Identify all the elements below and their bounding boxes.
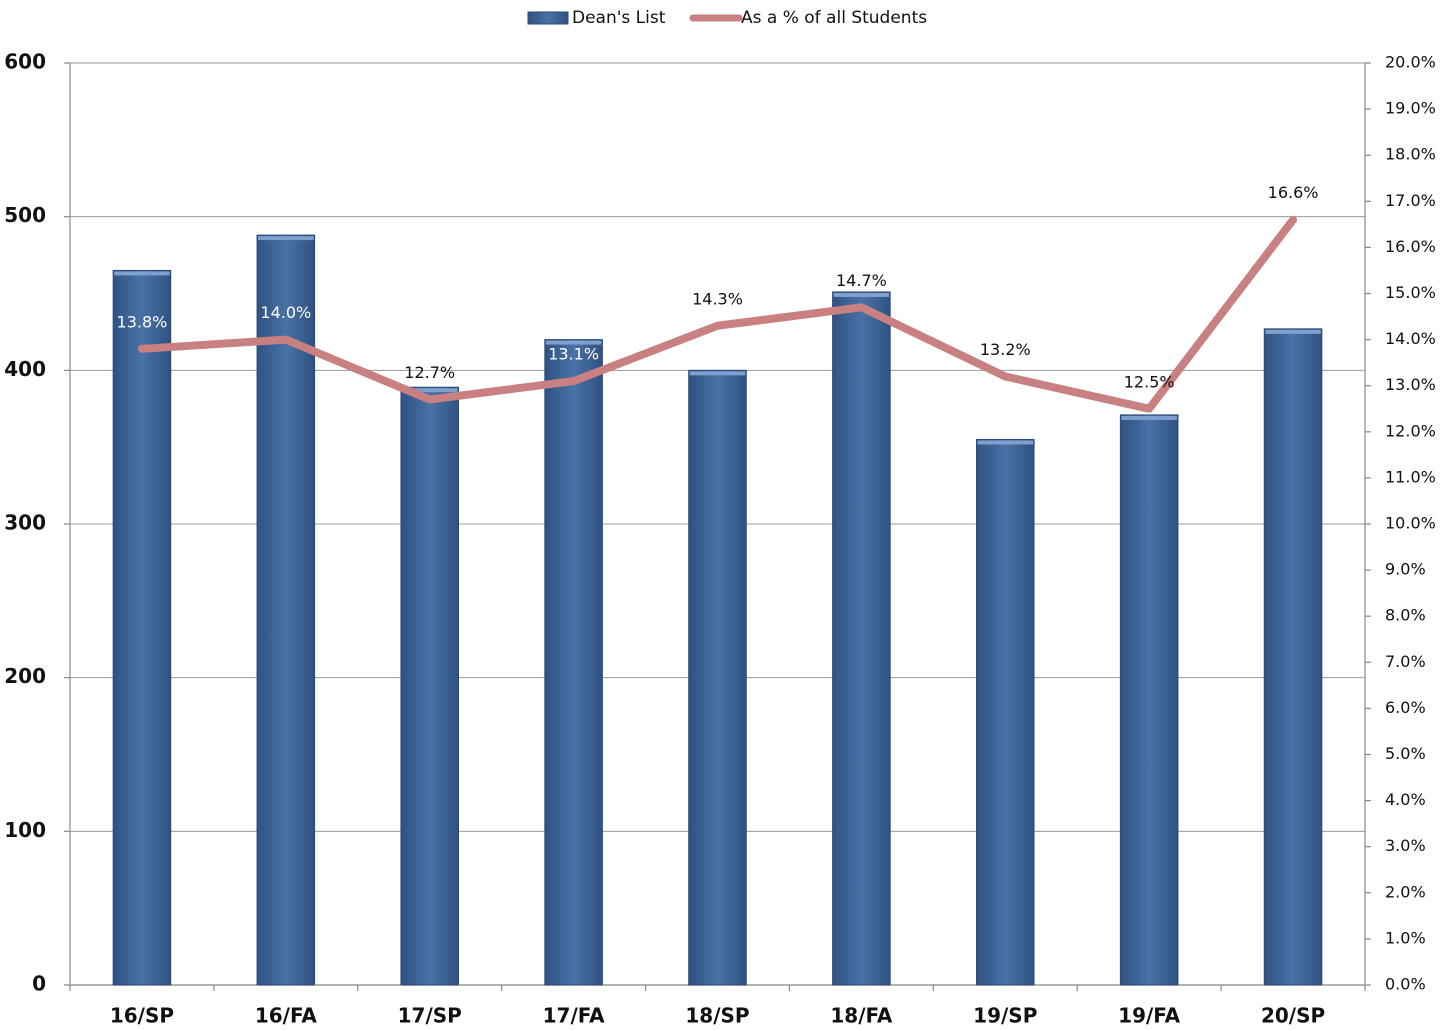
y2-tick-label: 5.0% xyxy=(1385,744,1426,763)
y2-tick-label: 8.0% xyxy=(1385,606,1426,625)
y-tick-label: 100 xyxy=(4,818,46,842)
bar xyxy=(1119,414,1179,986)
data-label: 13.1% xyxy=(548,345,599,364)
x-tick-label: 17/SP xyxy=(398,1004,462,1028)
y2-tick-label: 11.0% xyxy=(1385,467,1436,486)
bar-highlight xyxy=(977,440,1034,445)
bar-highlight xyxy=(401,388,458,393)
y2-tick-label: 0.0% xyxy=(1385,975,1426,994)
y2-tick-label: 12.0% xyxy=(1385,421,1436,440)
bar-highlight xyxy=(1121,415,1177,420)
bar xyxy=(832,291,891,986)
data-label: 13.2% xyxy=(980,340,1031,359)
y2-tick-label: 9.0% xyxy=(1385,560,1426,579)
x-tick-label: 19/FA xyxy=(1118,1004,1181,1028)
bar xyxy=(400,386,460,986)
y2-tick-label: 17.0% xyxy=(1385,191,1436,210)
data-label: 12.5% xyxy=(1124,372,1175,391)
y-tick-label: 0 xyxy=(32,972,46,996)
y2-tick-label: 19.0% xyxy=(1385,99,1436,118)
y2-tick-label: 2.0% xyxy=(1385,882,1426,901)
bar xyxy=(976,438,1035,986)
x-tick-label: 16/FA xyxy=(255,1004,318,1028)
data-label: 14.7% xyxy=(836,271,887,290)
y2-tick-label: 13.0% xyxy=(1385,375,1436,394)
bar xyxy=(688,369,747,986)
x-tick-label: 18/FA xyxy=(830,1004,893,1028)
data-label: 14.0% xyxy=(260,303,311,322)
y2-tick-label: 3.0% xyxy=(1385,836,1426,855)
y2-tick-label: 4.0% xyxy=(1385,790,1426,809)
y2-tick-label: 6.0% xyxy=(1385,698,1426,717)
y-tick-label: 400 xyxy=(4,357,46,381)
legend-label: Dean's List xyxy=(572,8,666,28)
y2-tick-label: 20.0% xyxy=(1385,53,1436,72)
y2-tick-label: 7.0% xyxy=(1385,652,1426,671)
bar-highlight xyxy=(833,292,890,297)
data-label: 13.8% xyxy=(117,312,168,331)
y2-tick-label: 14.0% xyxy=(1385,329,1436,348)
bar xyxy=(256,234,316,986)
bar-highlight xyxy=(1265,329,1321,334)
y2-tick-label: 15.0% xyxy=(1385,283,1436,302)
bar xyxy=(1263,328,1323,986)
line xyxy=(137,215,1298,413)
x-tick-label: 19/SP xyxy=(973,1004,1037,1028)
x-tick-label: 16/SP xyxy=(110,1004,174,1028)
y-tick-label: 200 xyxy=(4,664,46,688)
bar-highlight xyxy=(114,271,170,276)
x-tick-label: 18/SP xyxy=(685,1004,749,1028)
y-tick-label: 300 xyxy=(4,511,46,535)
y-tick-label: 500 xyxy=(4,203,46,227)
bar-highlight xyxy=(258,236,314,241)
legend-label: As a % of all Students xyxy=(741,8,927,28)
bar-highlight xyxy=(689,371,746,376)
y2-tick-label: 1.0% xyxy=(1385,928,1426,947)
y2-tick-label: 16.0% xyxy=(1385,237,1436,256)
data-label: 16.6% xyxy=(1268,183,1319,202)
data-label: 14.3% xyxy=(692,289,743,308)
bar xyxy=(544,339,603,986)
data-label: 12.7% xyxy=(404,363,455,382)
x-tick-label: 17/FA xyxy=(543,1004,606,1028)
bar xyxy=(112,269,172,986)
x-tick-label: 20/SP xyxy=(1261,1004,1325,1028)
y2-tick-label: 18.0% xyxy=(1385,145,1436,164)
y-tick-label: 600 xyxy=(4,50,46,74)
y2-tick-label: 10.0% xyxy=(1385,514,1436,533)
legend-swatch xyxy=(527,11,569,25)
bar-highlight xyxy=(545,340,602,345)
